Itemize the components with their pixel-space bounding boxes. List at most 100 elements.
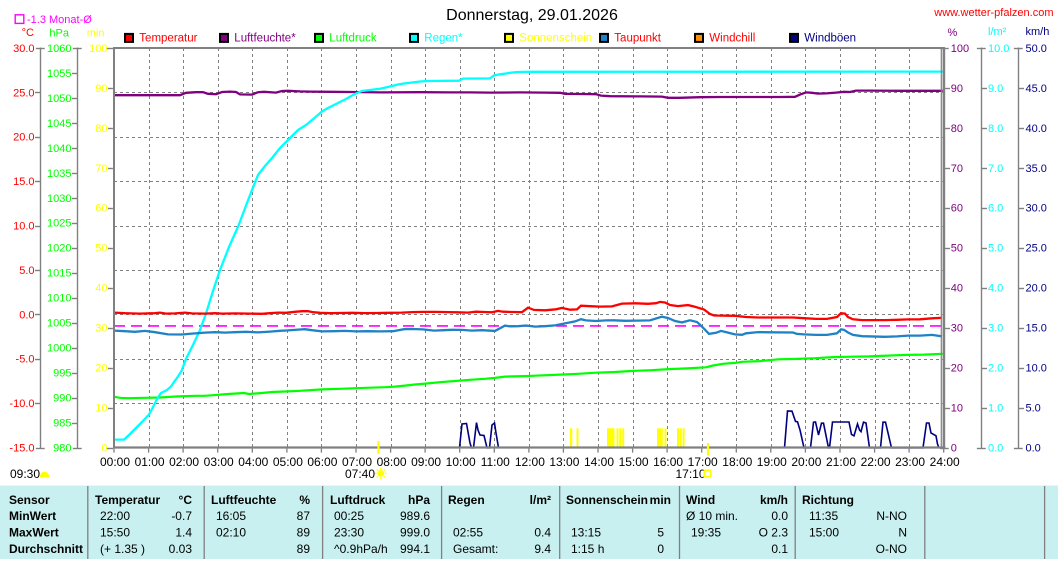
svg-text:09:30: 09:30 <box>10 467 40 481</box>
svg-text:40: 40 <box>951 283 963 295</box>
svg-text:00:00: 00:00 <box>100 455 130 469</box>
svg-text:1030: 1030 <box>47 193 71 205</box>
svg-text:2.0: 2.0 <box>988 363 1003 375</box>
svg-text:10: 10 <box>95 403 107 415</box>
svg-text:60: 60 <box>95 203 107 215</box>
svg-text:00:25: 00:25 <box>334 509 364 523</box>
svg-text:89: 89 <box>297 526 311 540</box>
svg-text:l/m²: l/m² <box>988 26 1007 38</box>
svg-text:5.0: 5.0 <box>1026 403 1041 415</box>
svg-text:-0.7: -0.7 <box>171 509 192 523</box>
svg-text:50: 50 <box>95 243 107 255</box>
svg-text:15:00: 15:00 <box>809 526 839 540</box>
svg-text:30: 30 <box>95 323 107 335</box>
svg-text:999.0: 999.0 <box>400 526 430 540</box>
svg-text:70: 70 <box>95 163 107 175</box>
svg-text:20: 20 <box>95 363 107 375</box>
svg-text:Taupunkt: Taupunkt <box>614 32 661 44</box>
svg-text:Temperatur: Temperatur <box>139 32 197 44</box>
svg-text:Ø 10 min.: Ø 10 min. <box>686 509 738 523</box>
svg-text:0.0: 0.0 <box>988 443 1003 455</box>
svg-text:0: 0 <box>951 443 957 455</box>
svg-text:20: 20 <box>951 363 963 375</box>
svg-text:35.0: 35.0 <box>1026 163 1047 175</box>
svg-text:06:00: 06:00 <box>307 455 337 469</box>
svg-text:1050: 1050 <box>47 93 71 105</box>
svg-text:87: 87 <box>297 509 311 523</box>
svg-text:-10.0: -10.0 <box>9 398 34 410</box>
svg-text:www.wetter-pfalzen.com: www.wetter-pfalzen.com <box>933 7 1053 19</box>
svg-text:11:35: 11:35 <box>809 509 838 523</box>
svg-text:02:10: 02:10 <box>216 526 246 540</box>
svg-text:5: 5 <box>657 526 664 540</box>
svg-text:13:15: 13:15 <box>571 526 601 540</box>
svg-text:1015: 1015 <box>47 268 71 280</box>
svg-text:5.0: 5.0 <box>988 243 1003 255</box>
svg-text:90: 90 <box>95 83 107 95</box>
svg-text:980: 980 <box>53 443 71 455</box>
svg-text:Donnerstag, 29.01.2026: Donnerstag, 29.01.2026 <box>446 7 618 24</box>
svg-text:20:00: 20:00 <box>791 455 821 469</box>
svg-text:80: 80 <box>951 123 963 135</box>
svg-text:8.0: 8.0 <box>988 123 1003 135</box>
svg-text:10:00: 10:00 <box>446 455 476 469</box>
svg-text:4.0: 4.0 <box>988 283 1003 295</box>
svg-text:15:50: 15:50 <box>100 526 130 540</box>
svg-text:08:00: 08:00 <box>377 455 407 469</box>
svg-text:05:00: 05:00 <box>273 455 303 469</box>
svg-text:Regen*: Regen* <box>424 32 463 44</box>
svg-text:02:00: 02:00 <box>169 455 199 469</box>
svg-text:24:00: 24:00 <box>930 455 960 469</box>
svg-text:Durchschnitt: Durchschnitt <box>9 542 83 556</box>
svg-text:5.0: 5.0 <box>19 265 34 277</box>
svg-text:Regen: Regen <box>448 493 485 507</box>
svg-text:22:00: 22:00 <box>100 509 130 523</box>
svg-text:25.0: 25.0 <box>13 87 34 99</box>
svg-text:O-NO: O-NO <box>876 542 907 556</box>
svg-text:1.4: 1.4 <box>175 526 192 540</box>
svg-text:Windböen: Windböen <box>804 32 856 44</box>
svg-text:11:00: 11:00 <box>481 455 510 469</box>
svg-text:7.0: 7.0 <box>988 163 1003 175</box>
svg-text:min: min <box>87 28 105 40</box>
svg-text:90: 90 <box>951 83 963 95</box>
svg-text:0.1: 0.1 <box>771 542 788 556</box>
svg-text:(+ 1.35 ): (+ 1.35 ) <box>100 542 145 556</box>
svg-text:km/h: km/h <box>1026 26 1050 38</box>
svg-text:Sonnenschein: Sonnenschein <box>519 32 592 44</box>
svg-text:23:30: 23:30 <box>334 526 364 540</box>
svg-text:15.0: 15.0 <box>1026 323 1047 335</box>
svg-text:6.0: 6.0 <box>988 203 1003 215</box>
svg-text:1045: 1045 <box>47 118 71 130</box>
svg-text:40.0: 40.0 <box>1026 123 1047 135</box>
svg-text:MinWert: MinWert <box>9 509 56 523</box>
svg-text:l/m²: l/m² <box>530 493 551 507</box>
svg-text:Luftfeuchte: Luftfeuchte <box>211 493 277 507</box>
svg-text:Luftfeuchte*: Luftfeuchte* <box>234 32 296 44</box>
svg-text:Temperatur: Temperatur <box>95 493 160 507</box>
svg-text:15:00: 15:00 <box>619 455 649 469</box>
svg-text:9.4: 9.4 <box>534 542 551 556</box>
svg-text:0.0: 0.0 <box>1026 443 1041 455</box>
svg-text:1005: 1005 <box>47 318 71 330</box>
svg-text:°C: °C <box>179 493 193 507</box>
svg-text:16:05: 16:05 <box>216 509 246 523</box>
svg-text:45.0: 45.0 <box>1026 83 1047 95</box>
svg-text:O 2.3: O 2.3 <box>759 526 789 540</box>
svg-text:18:00: 18:00 <box>722 455 752 469</box>
svg-text:17:00: 17:00 <box>688 455 718 469</box>
svg-text:10.0: 10.0 <box>1026 363 1047 375</box>
svg-text:MaxWert: MaxWert <box>9 526 59 540</box>
svg-text:-15.0: -15.0 <box>9 443 34 455</box>
svg-text:02:55: 02:55 <box>453 526 483 540</box>
svg-text:21:00: 21:00 <box>826 455 856 469</box>
svg-text:1025: 1025 <box>47 218 71 230</box>
svg-text:1035: 1035 <box>47 168 71 180</box>
svg-text:50.0: 50.0 <box>1026 43 1047 55</box>
svg-text:1055: 1055 <box>47 68 71 80</box>
svg-text:20.0: 20.0 <box>1026 283 1047 295</box>
svg-text:13:00: 13:00 <box>549 455 579 469</box>
svg-text:04:00: 04:00 <box>238 455 268 469</box>
svg-text:hPa: hPa <box>49 28 69 40</box>
svg-text:°C: °C <box>22 27 34 39</box>
